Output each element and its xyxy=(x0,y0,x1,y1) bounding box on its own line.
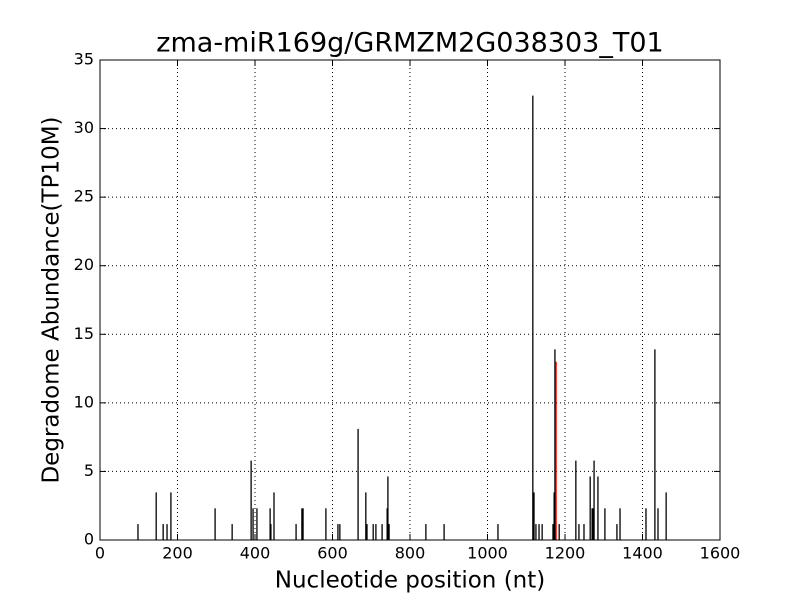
x-axis-label: Nucleotide position (nt) xyxy=(275,568,545,594)
x-tick-label: 0 xyxy=(95,544,105,563)
x-tick-label: 400 xyxy=(240,544,271,563)
chart-title: zma-miR169g/GRMZM2G038303_T01 xyxy=(156,28,663,59)
y-tick-label: 20 xyxy=(74,255,94,274)
y-tick-label: 35 xyxy=(74,50,94,69)
y-tick-label: 5 xyxy=(84,461,94,480)
x-tick-label: 1000 xyxy=(467,544,508,563)
x-tick-label: 600 xyxy=(317,544,348,563)
x-tick-label: 1600 xyxy=(700,544,741,563)
y-tick-label: 25 xyxy=(74,187,94,206)
x-tick-label: 800 xyxy=(395,544,426,563)
y-tick-label: 10 xyxy=(74,392,94,411)
x-tick-label: 1200 xyxy=(545,544,586,563)
y-tick-label: 0 xyxy=(84,530,94,549)
y-axis-label: Degradome Abundance(TP10M) xyxy=(39,116,65,483)
y-tick-label: 15 xyxy=(74,324,94,343)
y-tick-label: 30 xyxy=(74,118,94,137)
x-tick-label: 1400 xyxy=(622,544,663,563)
plot-frame xyxy=(99,59,721,541)
x-tick-label: 200 xyxy=(162,544,193,563)
